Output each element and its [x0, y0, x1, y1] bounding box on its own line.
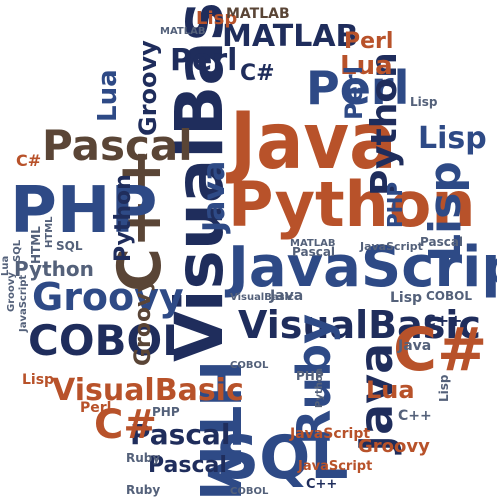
cloud-word: Groovy [6, 272, 17, 312]
cloud-word: JavaScript [224, 235, 497, 300]
cloud-word: Lisp [22, 372, 54, 388]
cloud-word: Groovy [134, 40, 162, 136]
cloud-word: C++ [398, 408, 432, 424]
cloud-word: COBOL [230, 486, 269, 497]
cloud-word: VisualBasic [52, 373, 244, 408]
cloud-word: Lisp [437, 374, 451, 402]
cloud-word: MATLAB [226, 6, 290, 22]
cloud-word: Groovy [32, 275, 184, 319]
cloud-word: Pascal [130, 418, 230, 451]
cloud-word: C++ [105, 147, 175, 292]
cloud-word: Perl [340, 66, 368, 120]
cloud-word: Ruby [126, 451, 160, 465]
cloud-word: SQL [12, 239, 23, 262]
cloud-word: Lisp [390, 290, 422, 306]
cloud-word: Java [349, 343, 403, 455]
cloud-word: JavaScript [18, 275, 29, 333]
cloud-word: C# [94, 402, 157, 448]
cloud-word: Pascal [292, 245, 335, 259]
cloud-word: Python [364, 52, 405, 196]
cloud-word: Perl [344, 29, 393, 54]
cloud-word: Java [397, 338, 431, 354]
cloud-word: Pascal [148, 453, 227, 478]
cloud-word: Lisp [418, 121, 487, 156]
cloud-word: JavaScript [359, 240, 423, 253]
cloud-word: C# [16, 151, 41, 170]
cloud-word: Python [228, 168, 476, 241]
cloud-word: VisualBasic [161, 0, 238, 362]
cloud-word: Python [111, 174, 136, 262]
cloud-word: JavaScript [297, 459, 372, 474]
cloud-word: Groovy [358, 436, 430, 457]
cloud-word: VisualBasic [238, 303, 481, 347]
cloud-word: C# [393, 315, 487, 385]
cloud-word: Java [269, 288, 303, 304]
cloud-word: SQL [56, 239, 83, 253]
cloud-word: Lua [366, 376, 415, 404]
cloud-word: MATLAB [222, 19, 358, 54]
cloud-word: HTML [44, 216, 55, 248]
cloud-word: C++ [306, 477, 337, 492]
cloud-word: VisualBasic [230, 292, 294, 303]
cloud-word: Python [14, 257, 94, 281]
cloud-word: Python [314, 368, 325, 408]
cloud-word: Perl [170, 43, 237, 78]
cloud-word: COBOL [426, 289, 472, 303]
cloud-word: Lua [93, 69, 123, 122]
cloud-word: PHP [152, 405, 180, 419]
cloud-word: C++ [424, 311, 463, 330]
cloud-word: SQL [216, 423, 348, 493]
cloud-word: HTML [186, 360, 251, 502]
cloud-word: PHP [296, 369, 324, 383]
cloud-word: COBOL [230, 360, 269, 371]
cloud-word: PHP [383, 182, 407, 228]
cloud-word: Lua [0, 256, 11, 276]
cloud-word: HTML [29, 226, 43, 264]
cloud-word: Lisp [196, 8, 237, 29]
cloud-word: Lisp [410, 95, 438, 109]
cloud-word: MATLAB [290, 238, 335, 249]
cloud-word: Lisp [420, 161, 471, 262]
cloud-word: Pascal [420, 235, 463, 249]
cloud-word: Lua [340, 51, 393, 81]
cloud-word: Java [197, 161, 232, 234]
cloud-word: Perl [80, 400, 111, 416]
cloud-word: Perl [306, 61, 409, 115]
cloud-word: PHP [10, 174, 157, 248]
cloud-word: Groovy [131, 278, 156, 366]
cloud-word: COBOL [28, 316, 189, 365]
cloud-word: MATLAB [160, 26, 205, 37]
cloud-word: Ruby [287, 314, 341, 445]
cloud-word: JavaScript [289, 426, 370, 442]
cloud-word: Ruby [126, 483, 160, 497]
cloud-word: Java [226, 97, 397, 187]
cloud-word: C# [240, 61, 275, 86]
cloud-word: Pascal [42, 121, 193, 170]
